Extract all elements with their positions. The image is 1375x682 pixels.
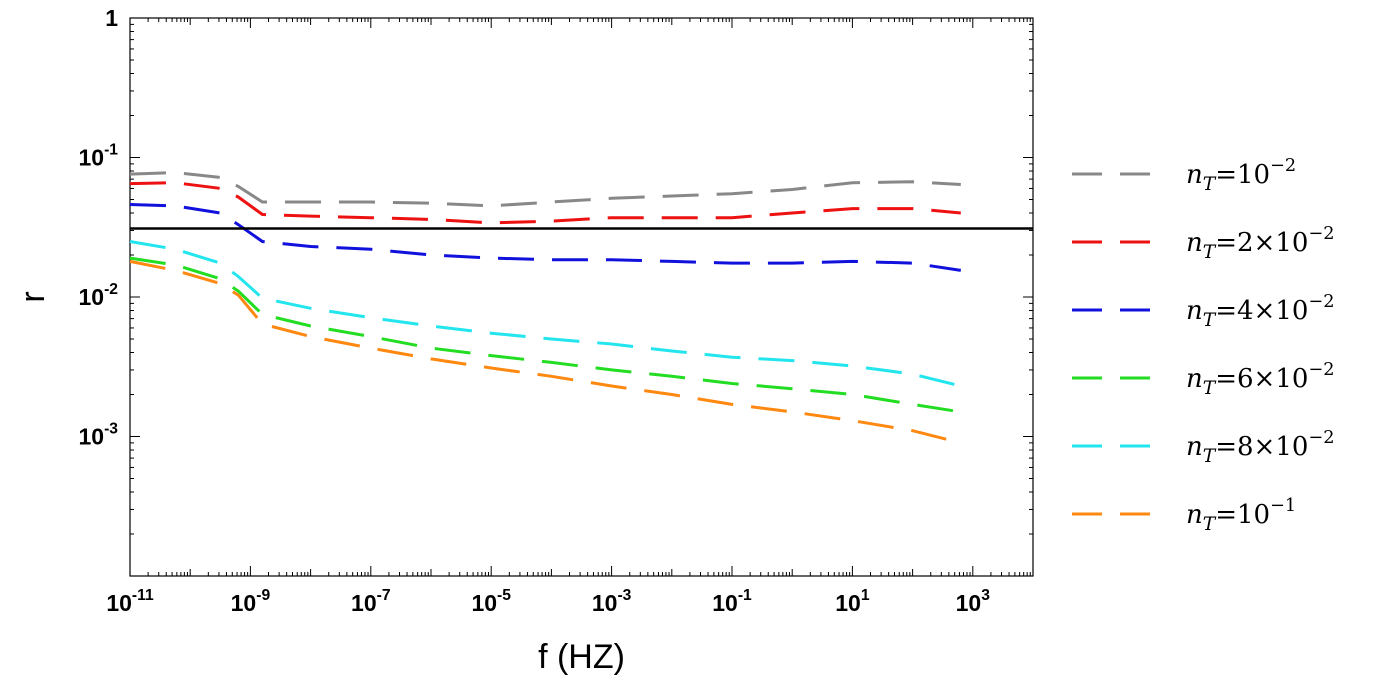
y-tick-label: 10-1 xyxy=(79,142,119,171)
legend-label-3: nT=4×10−2 xyxy=(1186,292,1335,331)
x-axis-title: f (HZ) xyxy=(538,638,625,676)
axis-ticks xyxy=(129,18,1033,577)
y-tick-label: 10-3 xyxy=(79,421,119,450)
legend-label-6: nT=10−1 xyxy=(1186,496,1296,535)
legend-label-1: nT=10−2 xyxy=(1186,156,1296,195)
x-tick-labels: 10-11 10-9 10-7 10-5 10-3 10-1 101 103 xyxy=(106,587,990,616)
legend-label-4: nT=6×10−2 xyxy=(1186,360,1335,399)
y-tick-labels: 1 10-1 10-2 10-3 xyxy=(79,5,119,450)
x-tick-label: 10-11 xyxy=(106,587,154,616)
x-tick-label: 101 xyxy=(835,587,870,616)
plot-frame xyxy=(129,17,1034,577)
series-line-3 xyxy=(129,203,962,272)
x-tick-label: 10-1 xyxy=(712,587,752,616)
y-tick-label: 1 xyxy=(105,5,118,31)
series-line-6 xyxy=(129,259,962,445)
x-tick-label: 103 xyxy=(956,587,991,616)
y-tick-label: 10-2 xyxy=(79,281,119,310)
series-line-2 xyxy=(129,181,961,225)
series-line-4 xyxy=(129,256,962,414)
x-tick-label: 10-9 xyxy=(231,587,271,616)
legend-label-2: nT=2×10−2 xyxy=(1186,224,1335,263)
y-axis-title: r xyxy=(14,291,52,302)
legend: nT=10−2 nT=2×10−2 nT=4×10−2 nT=6×10−2 nT=8×1… xyxy=(1072,156,1335,535)
x-tick-label: 10-7 xyxy=(351,587,391,616)
series-line-5 xyxy=(129,240,962,388)
x-tick-label: 10-5 xyxy=(471,587,511,616)
series-layer xyxy=(129,171,962,445)
x-tick-label: 10-3 xyxy=(592,587,632,616)
legend-label-5: nT=8×10−2 xyxy=(1186,428,1335,467)
series-line-1 xyxy=(129,171,961,208)
